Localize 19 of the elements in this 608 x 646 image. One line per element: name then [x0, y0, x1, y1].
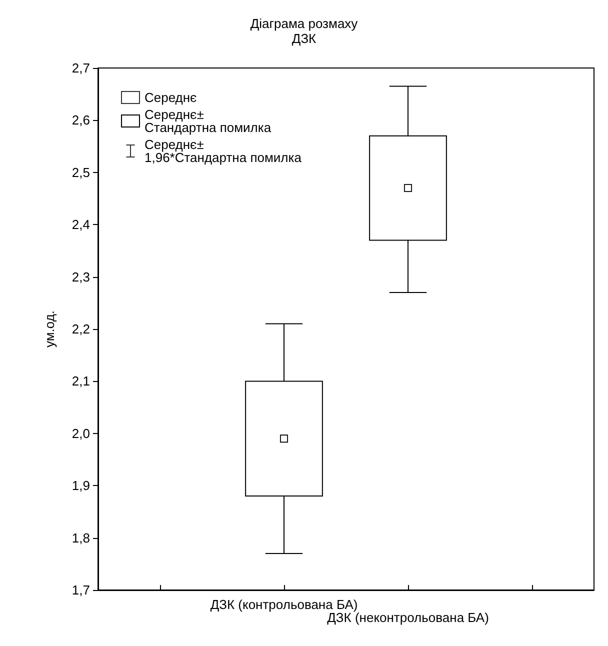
y-tick-label: 1,9: [72, 478, 90, 494]
x-tick-label: ДЗК (неконтрольована БА): [327, 610, 489, 625]
legend-label: Середнє± Стандартна помилка: [144, 107, 272, 135]
y-tick-label: 2,5: [72, 164, 90, 180]
y-tick-label: 2,0: [72, 426, 90, 441]
y-tick-label: 2,1: [72, 374, 90, 389]
legend-label: Середнє± 1,96*Стандартна помилка: [144, 137, 302, 165]
chart-subtitle: ДЗК: [292, 31, 317, 46]
y-tick-label: 2,2: [72, 322, 90, 336]
chart-title: Діаграма розмаху: [250, 16, 358, 31]
y-tick-label: 1,8: [72, 530, 90, 546]
y-axis-title: ум.од.: [42, 310, 57, 348]
y-tick-label: 2,7: [72, 60, 90, 76]
y-tick-label: 2,6: [72, 112, 90, 128]
legend-label: Середнє: [144, 90, 198, 105]
x-tick-label: ДЗК (контрольована БА): [210, 597, 358, 612]
y-tick-label: 2,4: [72, 217, 90, 232]
y-tick-label: 2,3: [72, 269, 90, 284]
y-tick-label: 1,7: [72, 582, 90, 598]
